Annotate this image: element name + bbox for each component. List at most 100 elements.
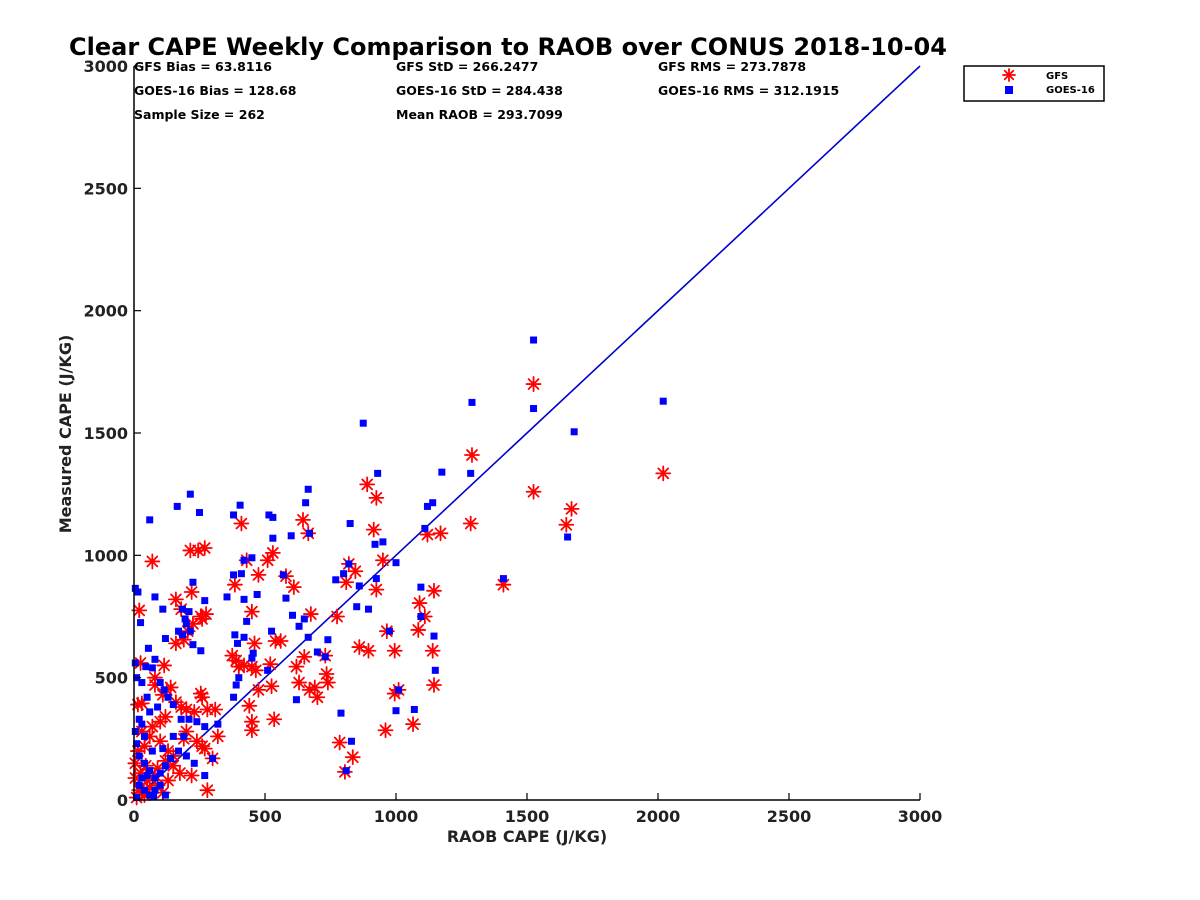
goes-16-point [530, 336, 538, 344]
goes-16-point [223, 593, 231, 601]
goes-16-point [249, 649, 257, 657]
gfs-point [233, 515, 250, 532]
goes-16-point [133, 740, 141, 748]
one-to-one-line [133, 65, 921, 801]
goes-16-point [392, 559, 400, 567]
goes-16-point [243, 617, 251, 625]
goes-16-point [372, 575, 380, 583]
x-tick-label: 500 [248, 807, 281, 826]
gfs-point [272, 633, 289, 649]
y-tick-label: 1500 [83, 424, 128, 443]
gfs-point [368, 581, 385, 598]
y-tick-label: 2500 [83, 179, 128, 198]
goes-16-point [169, 701, 177, 709]
goes-16-point [324, 636, 332, 644]
goes-16-point [189, 641, 197, 649]
gfs-point [374, 552, 391, 569]
goes-16-point [232, 681, 240, 689]
gfs-point [168, 635, 184, 652]
goes-16-series [131, 336, 667, 802]
x-tick-label: 1000 [374, 807, 419, 826]
gfs-point [359, 476, 376, 493]
goes-16-point [142, 663, 150, 671]
goes-16-point [313, 648, 321, 656]
goes-16-point [160, 686, 168, 694]
goes-16-point [392, 707, 400, 715]
goes-16-point [138, 774, 146, 782]
goes-16-point [164, 693, 172, 701]
goes-16-point [268, 627, 276, 635]
stat-text: GOES-16 Bias = 128.68 [134, 83, 296, 98]
gfs-point [171, 765, 188, 781]
gfs-point [168, 591, 184, 608]
goes-16-point [133, 794, 141, 802]
y-tick-label: 3000 [83, 57, 128, 76]
gfs-point [563, 500, 580, 517]
legend-gfs-asterisk-icon [1002, 68, 1016, 82]
x-axis-label: RAOB CAPE (J/KG) [447, 827, 607, 846]
goes-16-point [156, 769, 164, 777]
gfs-point [243, 713, 260, 730]
goes-16-point [167, 754, 175, 762]
gfs-point [182, 542, 199, 559]
goes-16-point [159, 605, 167, 613]
legend: GFS GOES-16 [963, 65, 1105, 102]
goes-16-point [151, 774, 159, 782]
goes-16-point [395, 686, 403, 694]
stat-text: GFS RMS = 273.7878 [658, 59, 806, 74]
gfs-point [558, 516, 575, 533]
stat-text: Mean RAOB = 293.7099 [396, 107, 563, 122]
y-tick-label: 1000 [83, 546, 128, 565]
goes-16-point [355, 582, 363, 590]
legend-gfs-asterisk [1002, 68, 1016, 82]
gfs-point [247, 662, 264, 679]
gfs-point [243, 603, 260, 620]
goes-16-point [178, 631, 186, 639]
goes-16-point [161, 635, 169, 643]
goes-16-point [135, 715, 143, 723]
goes-16-point [302, 499, 310, 507]
goes-16-point [321, 653, 329, 661]
goes-16-point [146, 516, 154, 524]
gfs-point [243, 722, 260, 739]
goes-16-point [173, 502, 181, 510]
goes-16-point [570, 428, 578, 436]
goes-16-point [154, 703, 162, 711]
goes-16-point [134, 588, 142, 596]
y-axis-label: Measured CAPE (J/KG) [56, 335, 75, 534]
goes-16-point [253, 590, 261, 598]
gfs-point [462, 515, 479, 532]
y-tick-label: 0 [117, 791, 128, 810]
y-tick-label: 2000 [83, 302, 128, 321]
goes-16-point [269, 513, 277, 521]
gfs-point [156, 657, 173, 674]
gfs-point [183, 767, 200, 784]
goes-16-point [151, 786, 159, 794]
goes-16-point [197, 647, 205, 655]
goes-16-point [185, 608, 193, 616]
goes-16-point [135, 781, 143, 789]
gfs-point [160, 772, 176, 789]
gfs-point [196, 740, 213, 757]
goes-16-point [345, 560, 353, 568]
goes-16-point [189, 578, 197, 586]
goes-16-point [423, 502, 431, 510]
gfs-point [655, 465, 672, 482]
goes-16-point [140, 732, 148, 740]
goes-16-point [181, 615, 189, 623]
legend-box [963, 65, 1105, 102]
gfs-point [241, 697, 258, 714]
goes-16-point [282, 594, 290, 602]
goes-16-point [177, 715, 185, 723]
gfs-point [525, 376, 542, 392]
goes-16-point [178, 605, 186, 613]
gfs-point [386, 642, 403, 659]
gfs-point [207, 701, 224, 718]
goes-16-point [144, 644, 152, 652]
goes-16-point [295, 622, 303, 630]
goes-16-point [161, 762, 169, 770]
goes-16-point [146, 791, 154, 799]
goes-16-point [138, 720, 146, 728]
goes-16-point [346, 520, 354, 528]
goes-16-point [131, 727, 139, 735]
